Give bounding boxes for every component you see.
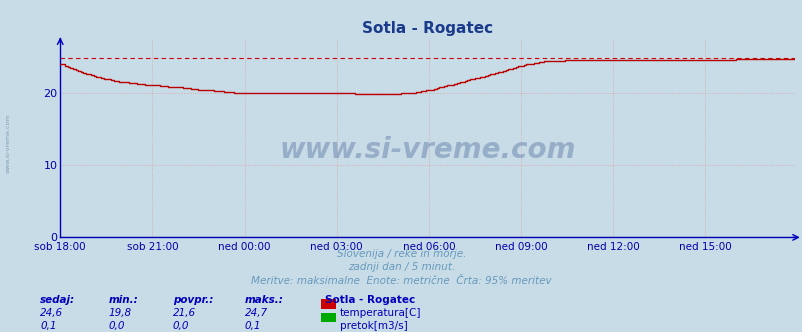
- Text: 0,0: 0,0: [108, 321, 125, 331]
- Text: 19,8: 19,8: [108, 308, 132, 318]
- Text: 24,7: 24,7: [245, 308, 268, 318]
- Text: www.si-vreme.com: www.si-vreme.com: [279, 136, 575, 164]
- Text: Meritve: maksimalne  Enote: metrične  Črta: 95% meritev: Meritve: maksimalne Enote: metrične Črta…: [251, 276, 551, 286]
- Text: 0,0: 0,0: [172, 321, 189, 331]
- Text: povpr.:: povpr.:: [172, 295, 213, 305]
- Text: sedaj:: sedaj:: [40, 295, 75, 305]
- Text: www.si-vreme.com: www.si-vreme.com: [6, 113, 10, 173]
- Text: min.:: min.:: [108, 295, 138, 305]
- Text: zadnji dan / 5 minut.: zadnji dan / 5 minut.: [347, 262, 455, 272]
- Text: maks.:: maks.:: [245, 295, 283, 305]
- Text: Sotla - Rogatec: Sotla - Rogatec: [325, 295, 415, 305]
- Text: Slovenija / reke in morje.: Slovenija / reke in morje.: [336, 249, 466, 259]
- Text: 24,6: 24,6: [40, 308, 63, 318]
- Title: Sotla - Rogatec: Sotla - Rogatec: [362, 21, 492, 36]
- Text: pretok[m3/s]: pretok[m3/s]: [339, 321, 407, 331]
- Text: temperatura[C]: temperatura[C]: [339, 308, 420, 318]
- Text: 0,1: 0,1: [245, 321, 261, 331]
- Text: 21,6: 21,6: [172, 308, 196, 318]
- Text: 0,1: 0,1: [40, 321, 57, 331]
